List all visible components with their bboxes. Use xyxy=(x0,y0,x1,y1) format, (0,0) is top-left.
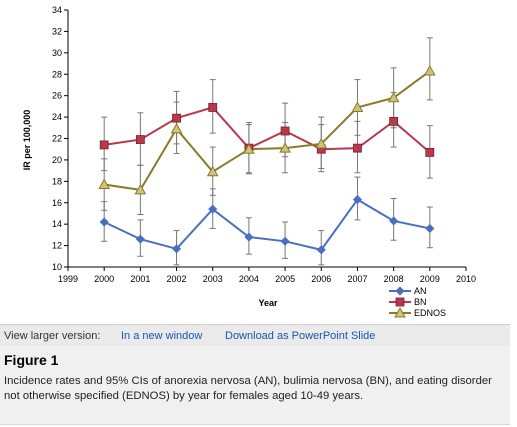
open-new-window-link[interactable]: In a new window xyxy=(121,330,203,342)
x-tick-label: 2009 xyxy=(420,274,440,284)
view-larger-label: View larger version: xyxy=(4,330,101,342)
x-tick-label: 1999 xyxy=(58,274,78,284)
chart-area: 10 12 14 16 18 20 22 24 26 28 30 32 34 1999 2000 2001 20… xyxy=(22,5,477,318)
bn-series-line xyxy=(104,106,431,154)
figure-caption-box: Figure 1 Incidence rates and 95% CIs of … xyxy=(0,346,510,425)
x-tick-label: 2008 xyxy=(384,274,404,284)
bn-data-point xyxy=(425,148,435,157)
ednos-data-point xyxy=(134,183,147,195)
bn-data-point xyxy=(99,140,109,150)
ednos-data-point xyxy=(279,142,291,153)
an-data-point xyxy=(316,245,326,255)
an-data-point xyxy=(280,236,290,246)
ednos-data-point xyxy=(206,165,219,177)
an-data-point xyxy=(208,204,218,214)
y-tick-label: 32 xyxy=(52,26,62,36)
ednos-data-point xyxy=(423,65,436,76)
incidence-line-chart: 10 12 14 16 18 20 22 24 26 28 30 32 34 1999 2000 2001 20… xyxy=(22,5,476,318)
bn-data-point xyxy=(353,143,362,153)
legend-an-label: AN xyxy=(414,286,427,296)
y-tick-label: 20 xyxy=(52,155,62,165)
figure-title: Figure 1 xyxy=(4,352,59,368)
bn-data-point xyxy=(172,113,181,123)
ednos-data-point xyxy=(243,143,255,154)
x-tick-label: 2001 xyxy=(130,274,150,284)
ednos-data-point xyxy=(351,101,364,112)
view-larger-bar: View larger version: In a new window Dow… xyxy=(0,324,510,347)
y-tick-label: 22 xyxy=(52,134,62,144)
x-axis-title: Year xyxy=(258,298,278,308)
legend-bn-label: BN xyxy=(414,297,427,307)
x-tick-label: 2004 xyxy=(239,274,259,284)
y-tick-label: 34 xyxy=(52,5,62,15)
x-tick-label: 2002 xyxy=(167,274,187,284)
x-tick-label: 2010 xyxy=(456,274,476,284)
x-tick-label: 2005 xyxy=(275,274,295,284)
y-tick-label: 18 xyxy=(52,176,62,186)
y-tick-label: 24 xyxy=(52,112,62,122)
ednos-series-line xyxy=(104,70,431,191)
ednos-data-point xyxy=(387,91,400,103)
x-tick-label: 2006 xyxy=(311,274,331,284)
an-data-point xyxy=(171,244,182,254)
download-powerpoint-link[interactable]: Download as PowerPoint Slide xyxy=(225,330,376,342)
ednos-data-point xyxy=(98,178,111,190)
x-tick-label: 2007 xyxy=(347,274,367,284)
ednos-data-point xyxy=(170,122,183,134)
y-tick-label: 12 xyxy=(52,241,62,251)
an-data-point xyxy=(99,217,109,227)
an-data-point xyxy=(425,223,435,234)
x-tick-label: 2000 xyxy=(94,274,114,284)
y-tick-label: 16 xyxy=(52,198,62,208)
figure-caption: Incidence rates and 95% CIs of anorexia … xyxy=(4,375,492,402)
y-axis-title: IR per 100,000 xyxy=(22,110,32,171)
ednos-data-point xyxy=(315,137,328,149)
y-tick-label: 30 xyxy=(52,48,62,58)
legend-ednos-label: EDNOS xyxy=(414,308,446,318)
legend-ednos-marker xyxy=(394,306,406,318)
bn-data-point xyxy=(389,116,399,126)
bn-data-point xyxy=(280,126,290,136)
bn-data-point xyxy=(135,135,145,144)
an-data-point xyxy=(135,234,145,244)
an-data-point xyxy=(352,194,363,205)
y-tick-label: 26 xyxy=(52,91,62,101)
y-tick-label: 10 xyxy=(52,262,62,272)
y-tick-label: 28 xyxy=(52,69,62,79)
an-series-line xyxy=(103,198,431,251)
legend-bn-marker xyxy=(395,297,405,307)
an-data-point xyxy=(244,232,254,242)
bn-data-point xyxy=(208,103,218,112)
y-tick-label: 14 xyxy=(52,219,62,229)
legend-an-marker xyxy=(395,286,405,296)
an-data-point xyxy=(389,216,399,226)
x-tick-label: 2003 xyxy=(203,274,223,284)
